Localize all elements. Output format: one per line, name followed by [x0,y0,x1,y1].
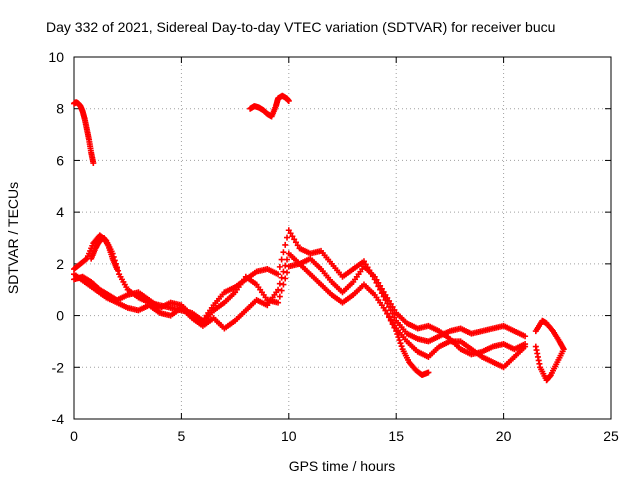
data-point [380,288,387,295]
y-tick-label: -4 [52,411,65,427]
data-point [425,369,432,376]
data-point [276,293,283,300]
data-point [282,262,289,269]
grid [74,57,611,419]
data-point [371,273,378,280]
x-tick-label: 15 [388,428,404,444]
data-point [377,282,384,289]
series-track-a [71,227,529,345]
plot-frame [73,56,612,420]
data-point [396,337,403,344]
data-point [387,300,394,307]
data-point [289,233,296,240]
series-high-early [71,99,97,167]
axis-ticks: 0 5 10 15 20 25 -4 -2 0 2 4 6 8 10 [48,49,619,444]
data-point [284,269,291,276]
data-point [384,294,391,301]
y-axis-label: SDTVAR / TECUs [5,182,21,294]
data-point [275,271,282,278]
data-point [389,303,396,310]
data-point [82,256,89,263]
data-point [522,333,529,340]
data-point [391,324,398,331]
data-point [393,328,400,335]
data-point [276,280,283,287]
x-tick-label: 5 [178,428,186,444]
data-point [375,279,382,286]
data-point [285,227,292,234]
data-point [378,285,385,292]
x-tick-label: 25 [603,428,619,444]
data-point [522,343,529,350]
data-point [276,263,283,270]
data-point [391,306,398,313]
data-point [373,276,380,283]
data-point [391,314,398,321]
data-point [90,160,97,167]
series-high-mid [247,92,292,120]
data-point [394,331,401,338]
data-point [387,317,394,324]
x-tick-label: 10 [281,428,297,444]
series-spur [88,235,120,273]
data-point [395,334,402,341]
data-point [382,291,389,298]
data-point [532,343,539,350]
x-tick-label: 0 [70,428,78,444]
y-tick-label: 2 [56,256,64,272]
data-point [285,97,292,104]
data-point [292,239,299,246]
data-point [275,286,282,293]
data-point [282,241,289,248]
data-point [278,274,285,281]
y-tick-label: 6 [56,152,64,168]
y-tick-label: 4 [56,204,64,220]
data-point [294,242,301,249]
data-point [360,258,367,265]
series-track-d [382,307,432,379]
y-tick-label: 8 [56,101,64,117]
data-point [382,307,389,314]
chart-title: Day 332 of 2021, Sidereal Day-to-day VTE… [46,19,555,35]
series-track-c [71,250,529,371]
data-point [113,266,120,273]
data-point [280,268,287,275]
data-point [398,343,405,350]
data-point [287,230,294,237]
x-axis-label: GPS time / hours [289,458,396,474]
data-point [389,321,396,328]
y-tick-label: 10 [48,49,64,65]
data-point [397,340,404,347]
data-point [291,236,298,243]
data-point [284,256,291,263]
data-point [386,297,393,304]
data-point [389,310,396,317]
data-point [278,287,285,294]
data-point [280,249,287,256]
data-point [275,299,282,306]
x-tick-label: 20 [496,428,512,444]
data-point [386,314,393,321]
y-tick-label: -2 [52,359,65,375]
series-late-loop [532,317,567,384]
data-point [280,281,287,288]
data-point [278,256,285,263]
data-point [282,275,289,282]
data-point [284,234,291,241]
y-tick-label: 0 [56,308,64,324]
data-point [384,310,391,317]
data-points [71,92,567,384]
